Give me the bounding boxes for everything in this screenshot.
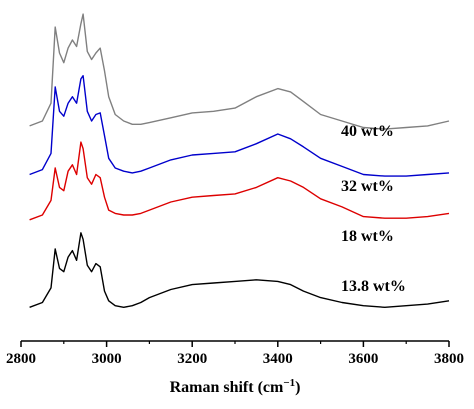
x-axis-title-main: Raman shift (cm: [170, 379, 284, 396]
x-tick-label-3000: 3000: [92, 351, 122, 367]
x-axis-ticks: 2800 3000 3200 3400 3600 3800: [6, 341, 464, 367]
x-tick-label-3400: 3400: [263, 351, 293, 367]
series-layer: [30, 14, 449, 307]
x-axis-title-close: ): [295, 379, 300, 396]
series-label-4: 13.8 wt%: [341, 278, 406, 295]
series-label-3: 18 wt%: [341, 228, 394, 245]
x-tick-label-3600: 3600: [348, 351, 378, 367]
series-label-2: 32 wt%: [341, 178, 394, 195]
series-line-1: [30, 14, 449, 129]
x-axis-title-superscript: −1: [283, 377, 295, 389]
series-labels: 40 wt% 32 wt% 18 wt% 13.8 wt%: [341, 123, 406, 295]
series-label-1: 40 wt%: [341, 123, 394, 140]
x-tick-label-2800: 2800: [6, 351, 36, 367]
x-tick-label-3800: 3800: [434, 351, 464, 367]
x-tick-label-3200: 3200: [177, 351, 207, 367]
x-axis-title: Raman shift (cm−1): [170, 377, 301, 396]
